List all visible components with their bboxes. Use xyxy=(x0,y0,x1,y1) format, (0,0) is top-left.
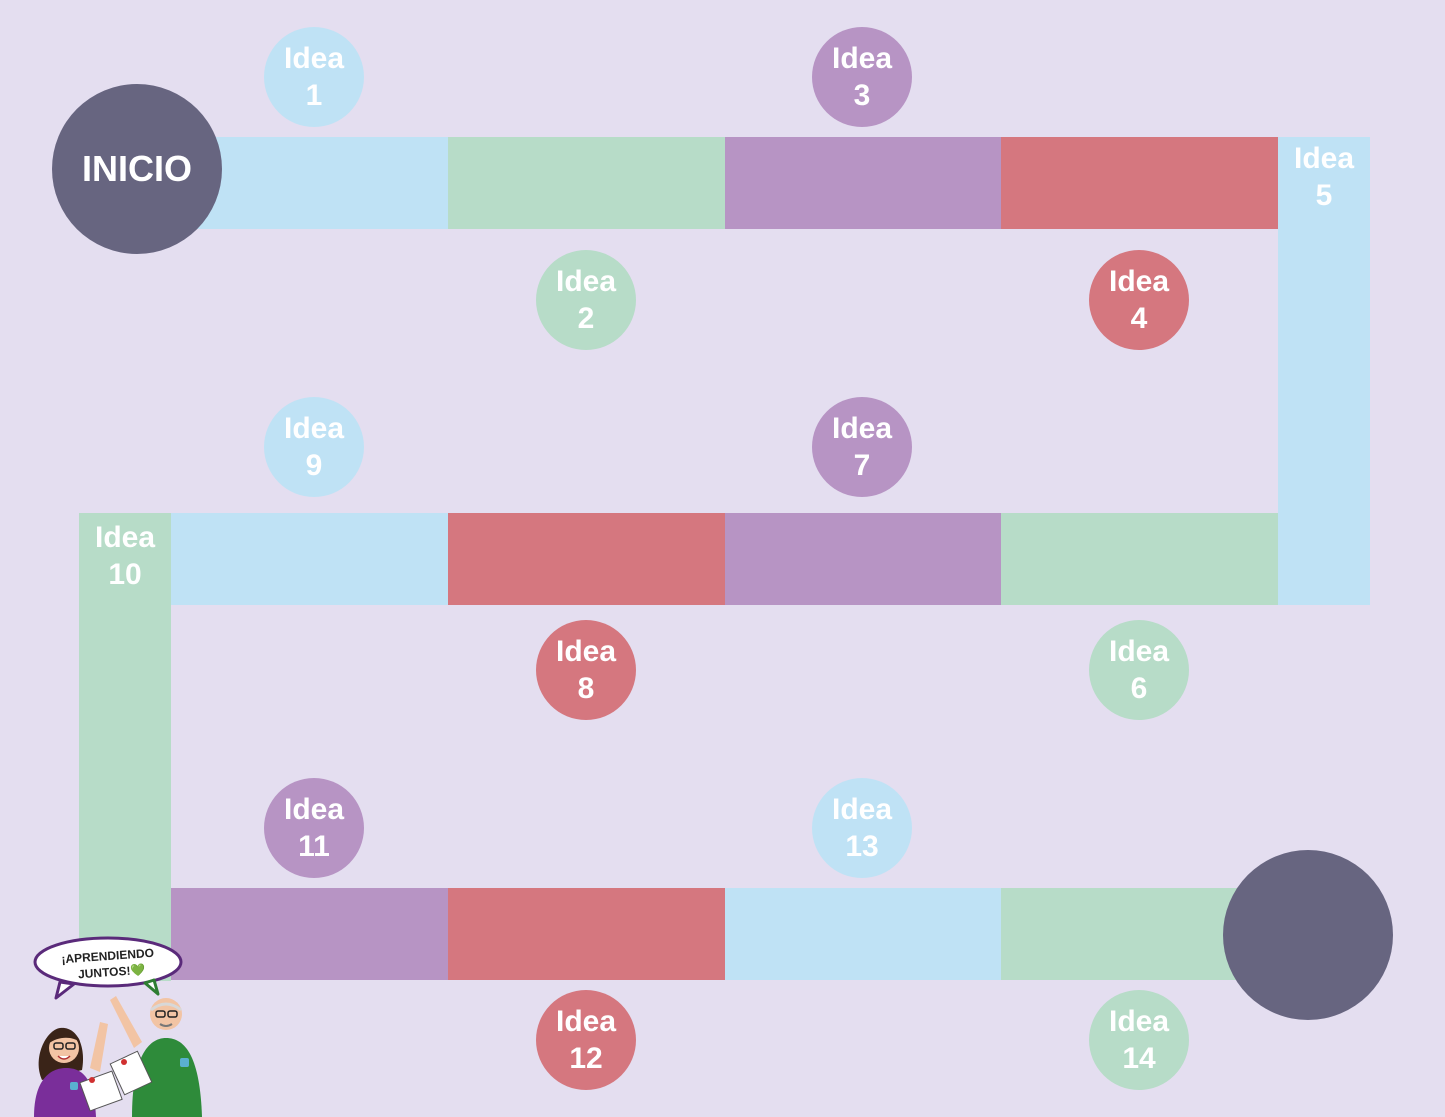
path-segment-row3-4 xyxy=(1001,888,1261,980)
speech-bubble: ¡APRENDIENDO JUNTOS!💚 xyxy=(33,936,183,1000)
idea-bubble-7: Idea 7 xyxy=(812,397,912,497)
path-segment-row3-3 xyxy=(725,888,1001,980)
path-segment-row2-2 xyxy=(448,513,725,605)
speech-line-2: JUNTOS!💚 xyxy=(78,963,146,982)
idea-word: Idea xyxy=(1108,635,1170,668)
idea-word: Idea xyxy=(94,521,156,554)
path-segment-row3-2 xyxy=(448,888,725,980)
speech-line-1: ¡APRENDIENDO xyxy=(61,946,154,966)
idea-bubble-13: Idea 13 xyxy=(812,778,912,878)
idea-number: 7 xyxy=(853,449,871,482)
start-circle: INICIO xyxy=(52,84,222,254)
path-segment-left-vertical xyxy=(79,513,171,981)
idea-word: Idea xyxy=(1293,142,1355,175)
idea-word: Idea xyxy=(1108,265,1170,298)
woman-figure xyxy=(34,1022,108,1117)
finish-circle xyxy=(1223,850,1393,1020)
path-segment-row3-1 xyxy=(171,888,448,980)
idea-bubble-1: Idea 1 xyxy=(264,27,364,127)
idea-number: 6 xyxy=(1130,672,1148,705)
path-segment-row2-4 xyxy=(1001,513,1278,605)
idea-word: Idea xyxy=(1108,1005,1170,1038)
idea-label-5: Idea 5 xyxy=(1278,140,1370,214)
path-segment-row2-3 xyxy=(725,513,1001,605)
idea-word: Idea xyxy=(831,793,893,826)
idea-bubble-2: Idea 2 xyxy=(536,250,636,350)
idea-word: Idea xyxy=(831,412,893,445)
idea-bubble-3: Idea 3 xyxy=(812,27,912,127)
start-label: INICIO xyxy=(81,148,192,189)
idea-bubble-4: Idea 4 xyxy=(1089,250,1189,350)
idea-word: Idea xyxy=(283,793,345,826)
idea-label-10: Idea 10 xyxy=(79,519,171,593)
idea-number: 14 xyxy=(1122,1042,1156,1075)
path-segment-row1-4 xyxy=(1001,137,1278,229)
man-figure xyxy=(110,996,202,1117)
idea-number: 1 xyxy=(305,79,323,112)
paper-sheets xyxy=(79,1050,153,1112)
path-segment-row1-1 xyxy=(190,137,448,229)
idea-number: 12 xyxy=(569,1042,603,1075)
idea-number: 10 xyxy=(108,558,142,591)
idea-word: Idea xyxy=(831,42,893,75)
idea-word: Idea xyxy=(283,412,345,445)
path-segment-right-vertical xyxy=(1278,137,1370,605)
idea-word: Idea xyxy=(283,42,345,75)
idea-bubble-9: Idea 9 xyxy=(264,397,364,497)
idea-number: 2 xyxy=(577,302,595,335)
idea-number: 8 xyxy=(577,672,595,705)
idea-word: Idea xyxy=(555,635,617,668)
characters-illustration: ¡APRENDIENDO JUNTOS!💚 xyxy=(33,936,202,1117)
path-segment-row1-3 xyxy=(725,137,1001,229)
idea-bubble-6: Idea 6 xyxy=(1089,620,1189,720)
idea-bubble-8: Idea 8 xyxy=(536,620,636,720)
idea-number: 11 xyxy=(298,830,330,863)
path-segment-row1-2 xyxy=(448,137,725,229)
idea-bubble-12: Idea 12 xyxy=(536,990,636,1090)
path-segment-row2-1 xyxy=(171,513,448,605)
idea-number: 4 xyxy=(1130,302,1148,335)
idea-word: Idea xyxy=(555,1005,617,1038)
idea-number: 13 xyxy=(845,830,879,863)
idea-bubble-14: Idea 14 xyxy=(1089,990,1189,1090)
idea-number: 5 xyxy=(1315,179,1333,212)
idea-bubble-11: Idea 11 xyxy=(264,778,364,878)
idea-number: 9 xyxy=(305,449,323,482)
idea-number: 3 xyxy=(853,79,871,112)
idea-word: Idea xyxy=(555,265,617,298)
